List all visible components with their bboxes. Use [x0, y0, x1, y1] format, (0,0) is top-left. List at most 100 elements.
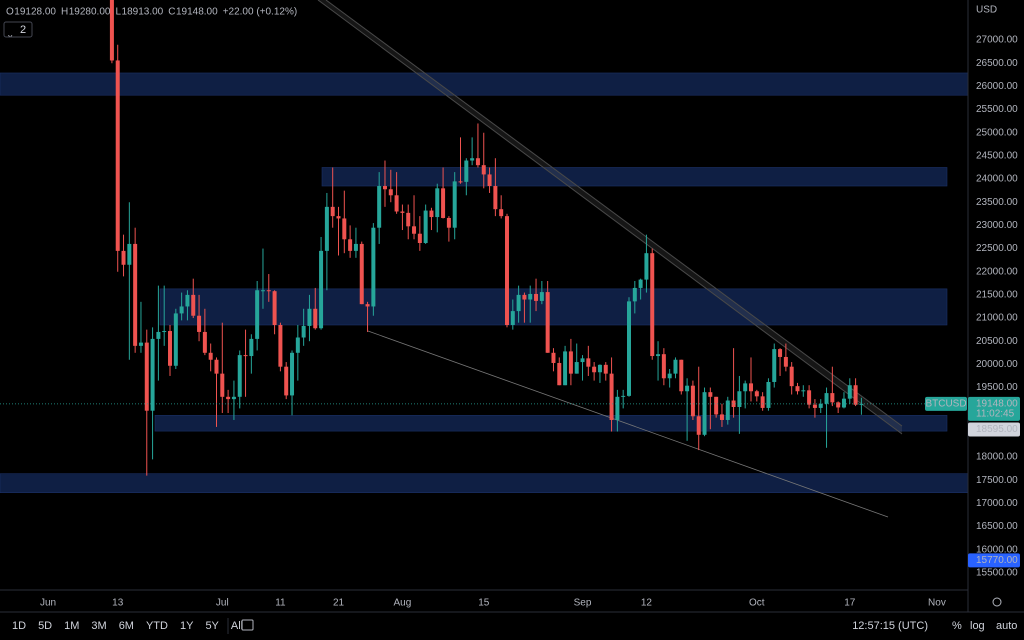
legend-value: 19128.00 — [14, 7, 56, 18]
currency[interactable]: USD — [976, 5, 997, 16]
candle-body — [812, 404, 817, 408]
candle-body — [638, 279, 643, 288]
candle-body — [452, 181, 457, 228]
zone — [321, 167, 948, 187]
candle-body — [528, 293, 533, 300]
candle-body — [818, 403, 823, 408]
candle-body — [214, 359, 219, 374]
zone — [154, 415, 948, 432]
timeframe-button[interactable]: 5Y — [205, 620, 219, 632]
candle-body — [597, 364, 602, 373]
candle-body — [284, 366, 289, 396]
price-line-label: 18595.00 — [976, 424, 1018, 435]
candle-body — [609, 373, 614, 420]
price-line-badge — [968, 553, 1020, 568]
candle-body — [749, 383, 754, 392]
candle-body — [725, 400, 730, 420]
timeframe-button[interactable]: All — [231, 620, 243, 632]
timeframe-button[interactable]: 6M — [119, 620, 134, 632]
candle-body — [475, 158, 480, 166]
candle-body — [551, 352, 556, 363]
y-tick-label: 25000.00 — [976, 127, 1018, 138]
legend-key: H — [61, 7, 68, 18]
candle-body — [348, 239, 353, 251]
y-tick-label: 24500.00 — [976, 151, 1018, 162]
log-toggle[interactable]: log — [970, 620, 985, 632]
legend-value: 19280.00 — [69, 7, 111, 18]
countdown-label: 11:02:45 — [976, 408, 1015, 419]
trend-line-lower — [367, 330, 889, 518]
price-line-badge — [968, 422, 1020, 437]
candle-body — [778, 349, 783, 357]
price-line-label: 15770.00 — [976, 555, 1018, 566]
candle-body — [400, 211, 405, 213]
candle-body — [853, 385, 858, 405]
candle-body — [365, 304, 370, 307]
symbol-badge — [925, 396, 967, 411]
candle-body — [627, 301, 631, 396]
chevron[interactable]: ⌄ — [6, 30, 14, 41]
y-tick-label: 26000.00 — [976, 81, 1018, 92]
candle-body — [179, 306, 184, 314]
indicator-pill[interactable] — [3, 21, 33, 38]
candle-body — [336, 216, 341, 219]
x-tick-label: Sep — [574, 598, 592, 609]
zones — [0, 72, 969, 494]
candle-body — [121, 250, 126, 265]
legend-value: +22.00 (+0.12%) — [223, 7, 298, 18]
timeframe-button[interactable]: 1M — [64, 620, 79, 632]
candle-body — [371, 227, 376, 307]
candle-body — [487, 174, 492, 187]
auto-toggle[interactable]: auto — [996, 620, 1017, 632]
candle-body — [690, 385, 695, 417]
candle-body — [388, 189, 393, 196]
timeframe-button[interactable]: 5D — [38, 620, 52, 632]
zone — [0, 72, 969, 96]
candle-body — [324, 206, 329, 251]
candle-body — [115, 60, 120, 251]
settings-icon[interactable] — [992, 597, 1002, 607]
y-tick-label: 20500.00 — [976, 336, 1018, 347]
legend-value: 19148.00 — [176, 7, 218, 18]
candle-body — [470, 158, 475, 161]
candle-body — [429, 210, 434, 218]
candle-body — [377, 186, 382, 228]
candle-body — [772, 349, 777, 382]
trend-band — [318, 0, 902, 434]
candle-body — [260, 290, 265, 292]
candle-body — [162, 331, 167, 333]
candle-body — [859, 403, 864, 405]
timeframe-button[interactable]: 1D — [12, 620, 26, 632]
percent-toggle[interactable]: % — [952, 620, 962, 632]
candle-body — [173, 313, 178, 366]
candle-body — [435, 188, 440, 218]
candle-body — [679, 359, 684, 392]
candle-body — [592, 366, 597, 373]
candle-body — [278, 324, 283, 367]
date-range-icon[interactable] — [241, 619, 254, 631]
candle-body — [760, 396, 765, 408]
zone — [159, 288, 948, 326]
candle-body — [109, 0, 114, 61]
candle-body — [255, 290, 260, 339]
timeframe-button[interactable]: 3M — [91, 620, 106, 632]
candle-body — [586, 358, 591, 367]
y-tick-label: 20000.00 — [976, 359, 1018, 370]
candle-body — [295, 337, 300, 353]
timeframe-button[interactable]: YTD — [146, 620, 168, 632]
timeframe-button[interactable]: 1Y — [180, 620, 194, 632]
zone — [0, 473, 969, 494]
trend-line-upper — [325, 0, 903, 427]
candle-body — [423, 210, 428, 243]
y-tick-label: 24000.00 — [976, 174, 1018, 185]
x-tick-label: Nov — [928, 598, 946, 609]
candle-body — [574, 362, 579, 374]
candle-body — [237, 355, 242, 397]
candle-body — [301, 325, 306, 338]
candle-body — [493, 186, 498, 210]
candle-body — [696, 416, 701, 435]
x-tick-label: Oct — [749, 598, 765, 609]
candle-body — [714, 396, 719, 415]
candle-body — [534, 293, 539, 301]
